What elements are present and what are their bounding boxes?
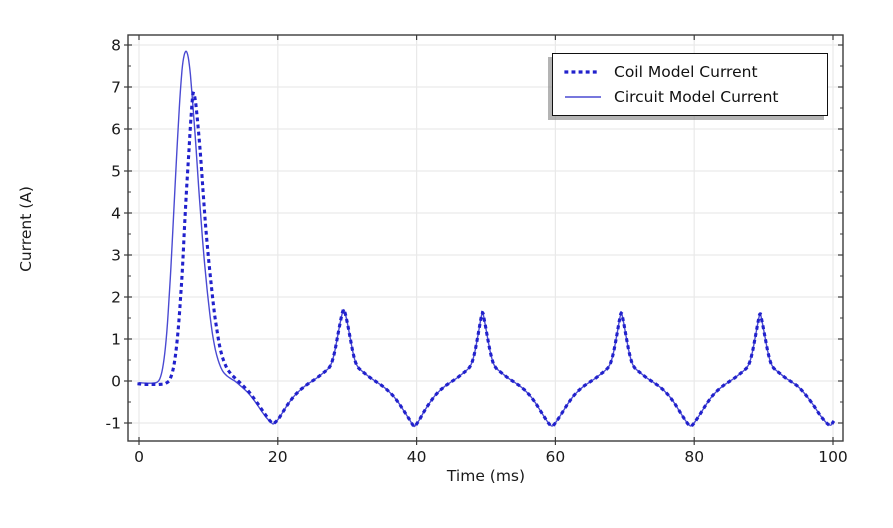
y-tick-label: 7 — [111, 79, 121, 97]
legend-box: Coil Model Current Circuit Model Current — [552, 53, 828, 116]
x-axis-label: Time (ms) — [446, 467, 525, 485]
legend-item-circuit: Circuit Model Current — [563, 88, 817, 107]
y-tick-label: 0 — [111, 373, 121, 391]
legend-sample-dotted-line — [564, 70, 602, 74]
y-axis-label: Current (A) — [17, 186, 35, 272]
x-tick-label: 100 — [818, 448, 848, 466]
axis-ticks — [124, 35, 843, 445]
y-tick-label: 3 — [111, 247, 121, 265]
x-tick-label: 20 — [268, 448, 288, 466]
y-tick-label: 2 — [111, 289, 121, 307]
x-tick-label: 40 — [407, 448, 427, 466]
legend-label-circuit: Circuit Model Current — [614, 87, 779, 106]
x-tick-labels: 0 20 40 60 80 100 — [134, 448, 848, 466]
plot-border — [127, 34, 844, 442]
y-tick-label: 8 — [111, 37, 121, 55]
y-tick-label: 6 — [111, 121, 121, 139]
legend-label-coil: Coil Model Current — [614, 62, 758, 81]
y-tick-label: 5 — [111, 163, 121, 181]
gridlines — [128, 35, 843, 441]
y-tick-labels: -1 0 1 2 3 4 5 6 7 8 — [106, 37, 121, 433]
legend-item-coil: Coil Model Current — [563, 63, 817, 82]
x-tick-label: 0 — [134, 448, 144, 466]
data-series — [137, 50, 836, 429]
y-tick-label: 1 — [111, 331, 121, 349]
y-tick-label: 4 — [111, 205, 121, 223]
x-tick-label: 80 — [684, 448, 704, 466]
y-tick-label: -1 — [106, 415, 121, 433]
x-tick-label: 60 — [546, 448, 566, 466]
coil-model-current-curve — [137, 91, 836, 429]
legend-sample-solid-line — [565, 96, 601, 98]
